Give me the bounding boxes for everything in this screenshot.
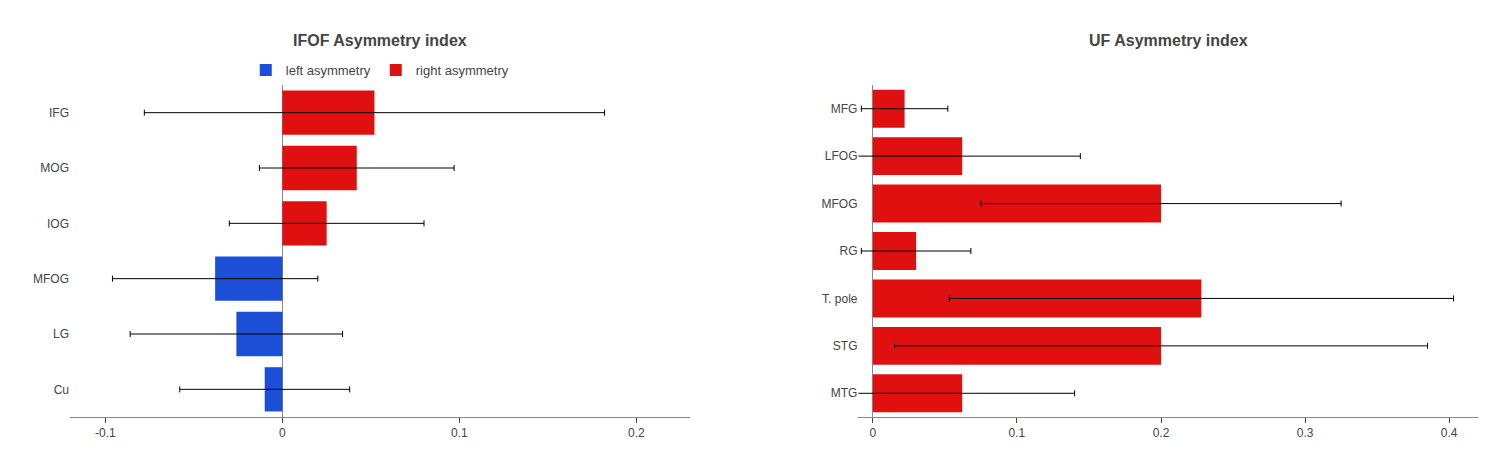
svg-text:MFG: MFG: [831, 102, 858, 116]
svg-text:left asymmetry: left asymmetry: [286, 63, 371, 78]
svg-text:right asymmetry: right asymmetry: [416, 63, 509, 78]
svg-text:0.4: 0.4: [1441, 426, 1458, 440]
svg-text:Cu: Cu: [54, 383, 69, 397]
svg-text:IFOF Asymmetry index: IFOF Asymmetry index: [293, 32, 467, 49]
svg-text:T. pole: T. pole: [822, 292, 858, 306]
svg-text:0: 0: [279, 426, 286, 440]
svg-text:0.2: 0.2: [1153, 426, 1170, 440]
svg-text:0.3: 0.3: [1297, 426, 1314, 440]
svg-text:RG: RG: [839, 244, 857, 258]
svg-text:LG: LG: [53, 327, 69, 341]
svg-text:-0.1: -0.1: [95, 426, 116, 440]
svg-text:IFG: IFG: [49, 106, 69, 120]
svg-text:STG: STG: [833, 339, 858, 353]
svg-text:0.2: 0.2: [628, 426, 645, 440]
svg-text:0: 0: [870, 426, 877, 440]
svg-text:MOG: MOG: [40, 161, 69, 175]
svg-text:0.1: 0.1: [451, 426, 468, 440]
svg-text:IOG: IOG: [47, 217, 69, 231]
svg-text:LFOG: LFOG: [825, 149, 858, 163]
svg-text:MFOG: MFOG: [33, 272, 69, 286]
svg-text:MTG: MTG: [831, 386, 858, 400]
svg-text:MFOG: MFOG: [821, 197, 857, 211]
svg-text:UF Asymmetry index: UF Asymmetry index: [1089, 32, 1248, 49]
svg-text:0.1: 0.1: [1009, 426, 1026, 440]
